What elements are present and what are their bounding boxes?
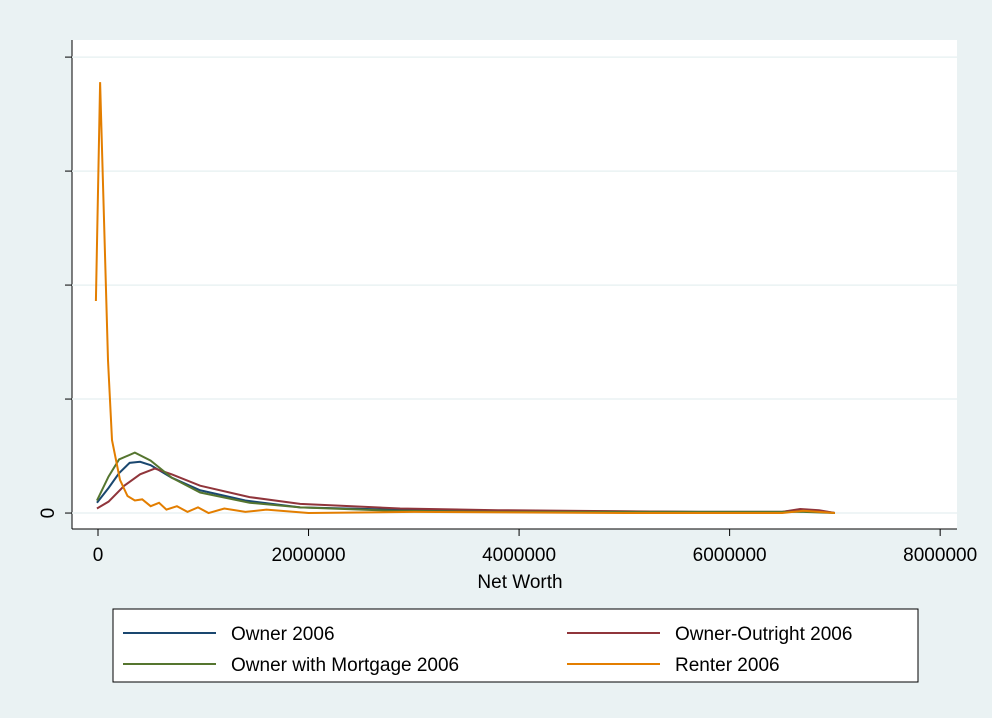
legend: [112, 608, 919, 683]
legend-label: Renter 2006: [675, 655, 780, 676]
x-tick-label: 6000000: [693, 545, 767, 566]
y-tick-label: 0: [38, 508, 59, 519]
x-tick-label: 2000000: [272, 545, 346, 566]
x-axis-label: Net Worth: [477, 572, 562, 593]
series-line: [96, 467, 836, 515]
series-line: [96, 451, 835, 515]
x-tick-label: 8000000: [903, 545, 977, 566]
x-tick-label: 4000000: [482, 545, 556, 566]
legend-label: Owner 2006: [231, 624, 335, 645]
legend-label: Owner-Outright 2006: [675, 624, 852, 645]
x-tick-label: 0: [93, 545, 104, 566]
series-line: [94, 82, 835, 515]
legend-label: Owner with Mortgage 2006: [231, 655, 459, 676]
